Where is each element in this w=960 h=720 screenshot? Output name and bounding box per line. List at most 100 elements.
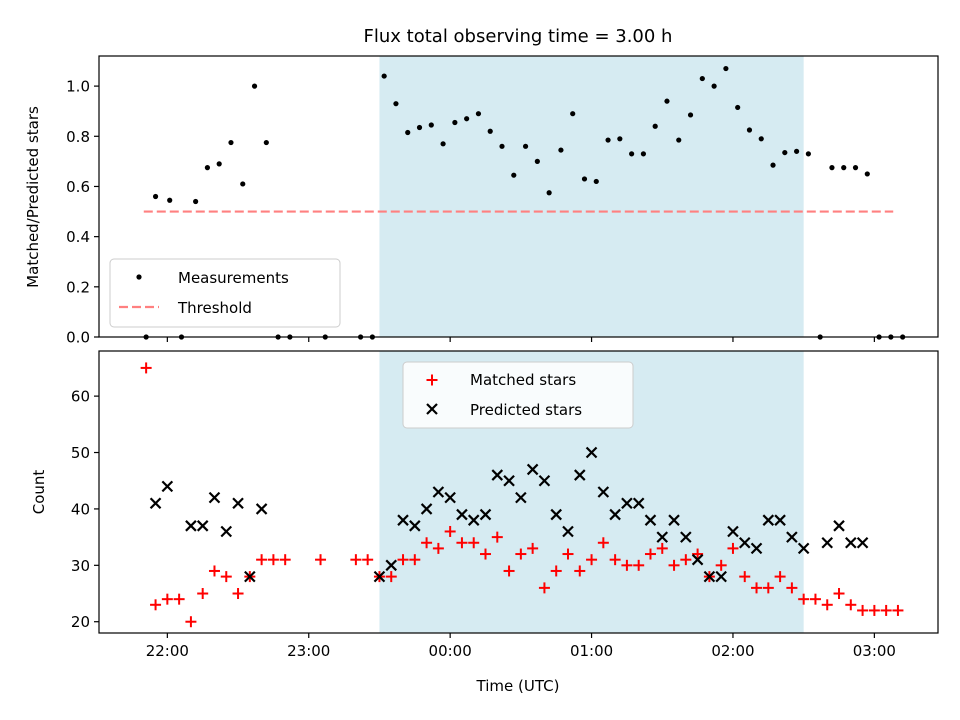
- legend-predicted-marker: [426, 403, 438, 415]
- predicted-star-point: [149, 497, 162, 510]
- matched-star-point: [562, 548, 574, 560]
- matched-star-point: [680, 554, 692, 566]
- predicted-star-point: [632, 497, 645, 510]
- measurement-point: [841, 165, 847, 171]
- predicted-star-point: [220, 525, 233, 538]
- chart-title: Flux total observing time = 3.00 h: [364, 26, 673, 47]
- matched-star-point: [774, 571, 786, 583]
- predicted-star-point: [208, 491, 221, 504]
- matched-star-point: [586, 554, 598, 566]
- measurement-point: [193, 198, 199, 205]
- matched-star-point: [762, 582, 774, 594]
- matched-star-point: [385, 571, 397, 583]
- measurement-point: [167, 197, 173, 203]
- measurement-point: [605, 137, 611, 143]
- predicted-star-point: [585, 446, 598, 459]
- matched-star-point: [409, 554, 421, 566]
- matched-star-point: [538, 582, 550, 594]
- matched-star-point: [597, 537, 609, 549]
- measurement-point: [735, 104, 741, 111]
- measurement-point: [852, 165, 859, 171]
- matched-star-point: [197, 588, 209, 600]
- predicted-star-point: [691, 553, 704, 566]
- legend-matched-marker: [426, 374, 438, 386]
- matched-star-point: [633, 559, 645, 571]
- matched-star-point: [692, 548, 704, 560]
- matched-star-point: [668, 559, 680, 571]
- matched-star-point: [656, 542, 668, 554]
- top-legend: Measurements Threshold: [109, 258, 341, 328]
- measurement-point: [393, 101, 399, 107]
- matched-star-point: [715, 559, 727, 571]
- top-y-tick-label: 0.2: [66, 278, 90, 296]
- top-y-tick-label: 0.4: [66, 228, 90, 246]
- top-highlight-span: [379, 56, 804, 337]
- measurement-point: [464, 116, 470, 122]
- matched-star-point: [644, 548, 656, 560]
- measurement-point: [699, 75, 705, 82]
- matched-star-point: [173, 593, 185, 605]
- bottom-legend: Matched stars Predicted stars: [402, 361, 634, 429]
- predicted-star-point: [161, 480, 174, 493]
- measurement-point: [499, 143, 505, 149]
- matched-star-point: [821, 599, 833, 611]
- matched-star-point: [515, 548, 527, 560]
- predicted-star-point: [420, 503, 433, 515]
- predicted-star-point: [526, 463, 539, 476]
- x-tick-label: 00:00: [429, 642, 472, 660]
- measurement-point: [240, 181, 246, 187]
- matched-star-point: [574, 565, 586, 577]
- bottom-y-tick-label: 20: [71, 613, 90, 631]
- matched-star-point: [503, 565, 515, 577]
- measurement-point: [746, 127, 753, 133]
- measurement-point: [534, 158, 540, 164]
- matched-star-point: [739, 571, 751, 583]
- matched-star-point: [350, 554, 362, 566]
- predicted-star-point: [255, 503, 268, 515]
- matched-star-point: [550, 565, 562, 577]
- predicted-star-point: [409, 520, 421, 532]
- measurement-point: [511, 172, 517, 178]
- matched-star-point: [609, 554, 621, 566]
- matched-star-point: [468, 537, 480, 549]
- predicted-star-point: [680, 531, 692, 543]
- measurement-point: [805, 151, 811, 157]
- matched-star-point: [456, 537, 468, 549]
- matched-star-point: [150, 599, 162, 611]
- bottom-y-tick-label: 30: [71, 557, 90, 575]
- measurement-point: [216, 161, 222, 167]
- predicted-star-point: [550, 508, 562, 521]
- measurement-point: [864, 171, 870, 177]
- predicted-star-point: [573, 469, 586, 481]
- top-y-axis-label: Matched/Predicted stars: [24, 106, 42, 288]
- predicted-star-point: [373, 570, 386, 583]
- predicted-star-point: [821, 536, 834, 549]
- predicted-star-point: [644, 514, 657, 526]
- measurement-point: [758, 136, 764, 142]
- measurement-point: [452, 119, 458, 126]
- matched-star-point: [786, 582, 798, 594]
- measurement-point: [381, 73, 387, 79]
- measurement-point: [263, 139, 269, 146]
- measurement-point: [416, 124, 423, 131]
- bottom-y-tick-label: 40: [71, 500, 90, 518]
- predicted-star-point: [244, 570, 256, 583]
- measurement-point: [652, 123, 658, 129]
- measurement-point: [829, 165, 835, 171]
- measurement-point: [405, 129, 411, 136]
- measurement-point: [676, 137, 682, 143]
- measurement-point: [487, 128, 493, 134]
- measurement-point: [581, 176, 588, 182]
- predicted-star-point: [668, 514, 680, 526]
- matched-star-point: [491, 531, 503, 543]
- predicted-star-point: [703, 570, 716, 583]
- predicted-star-point: [503, 474, 515, 487]
- matched-star-point: [421, 537, 433, 549]
- bottom-panel: 20 30 40 50 60 22:00 23:00 00:00 01:00 02:00 03:00…: [71, 350, 939, 660]
- predicted-star-point: [432, 486, 445, 498]
- matched-star-point: [880, 604, 892, 616]
- matched-star-point: [892, 604, 904, 616]
- matched-star-point: [798, 593, 810, 605]
- top-y-tick-label: 0.0: [66, 329, 90, 347]
